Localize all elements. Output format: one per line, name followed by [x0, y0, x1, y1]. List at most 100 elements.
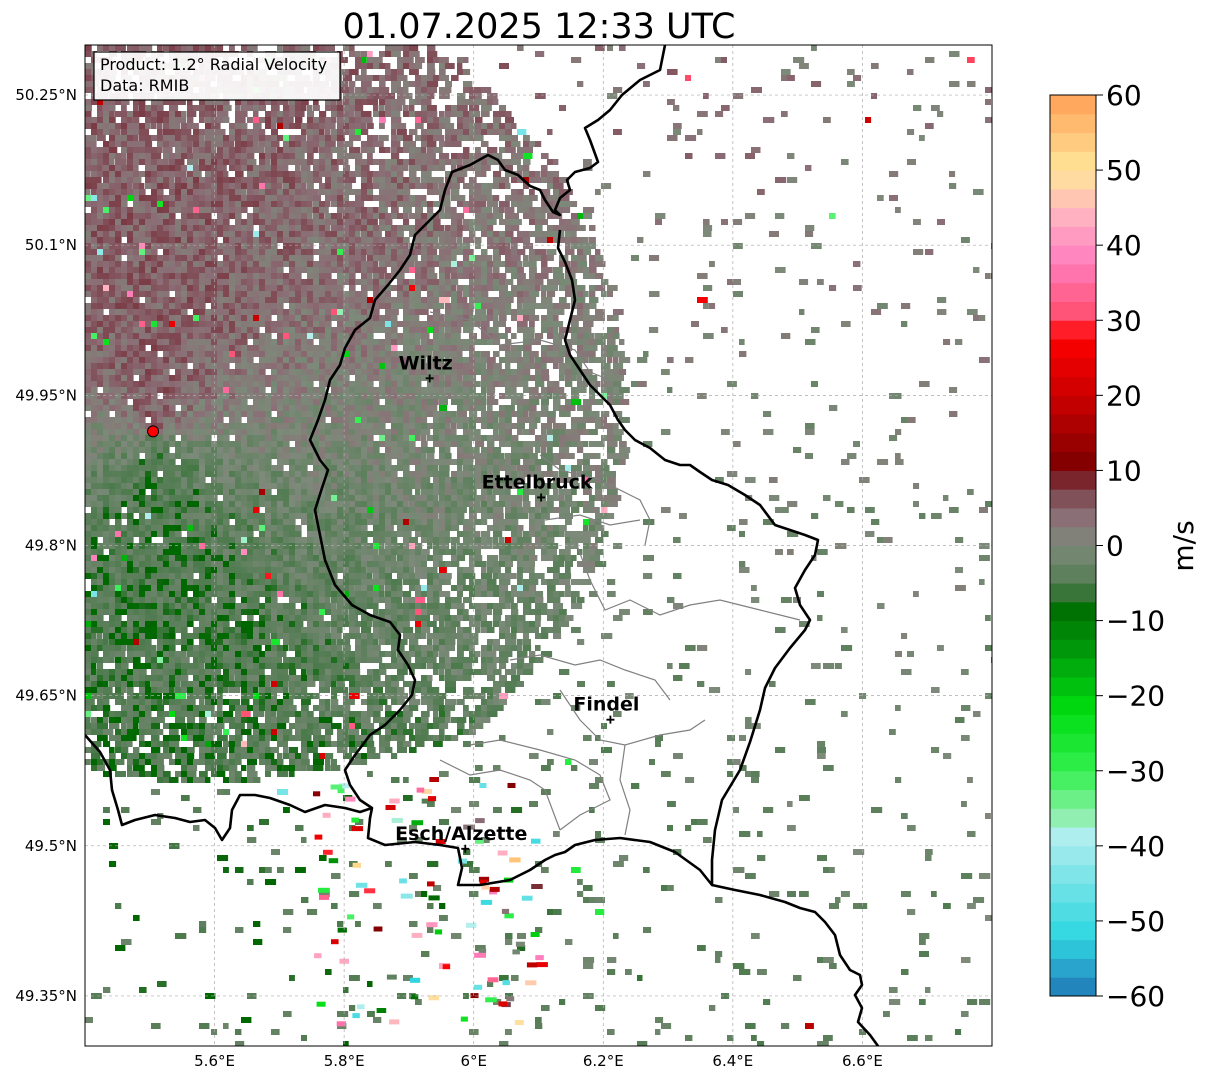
echo-bin — [337, 207, 344, 213]
echo-bin — [139, 231, 146, 237]
echo-bin — [427, 45, 436, 51]
echo-bin — [97, 303, 104, 309]
echo-bin — [613, 381, 622, 387]
echo-bin — [415, 249, 422, 255]
echo-bin — [235, 201, 242, 207]
echo-bin — [127, 171, 135, 177]
echo-bin — [463, 219, 474, 225]
echo-bin — [103, 429, 110, 435]
echo-bin — [283, 351, 290, 357]
echo-bin — [427, 225, 438, 231]
echo-bin — [271, 117, 280, 123]
echo-bin — [265, 357, 272, 363]
echo-bin — [229, 123, 237, 129]
echo-bin — [487, 273, 497, 279]
echo-bin — [409, 291, 419, 297]
echo-bin — [325, 321, 332, 327]
echo-bin — [109, 315, 116, 321]
echo-bin — [175, 219, 182, 225]
echo-bin — [97, 219, 104, 225]
echo-bin — [367, 405, 374, 411]
echo-bin — [229, 153, 235, 159]
echo-bin — [133, 129, 141, 135]
echo-bin — [547, 195, 556, 201]
echo-bin — [169, 159, 180, 165]
echo-bin — [145, 213, 152, 219]
echo-bin — [115, 351, 122, 357]
echo-bin — [553, 159, 559, 165]
echo-bin — [193, 189, 200, 195]
echo-bin — [295, 147, 305, 153]
echo-bin — [391, 309, 399, 315]
echo-bin — [271, 99, 280, 105]
echo-bin — [349, 249, 359, 255]
echo-bin — [547, 237, 558, 243]
echo-bin — [85, 153, 95, 159]
echo-bin — [367, 351, 374, 357]
echo-bin — [247, 279, 254, 285]
echo-bin — [457, 213, 465, 219]
echo-bin — [97, 411, 104, 417]
echo-bin — [145, 303, 152, 309]
echo-bin — [451, 129, 458, 135]
echo-bin — [571, 231, 577, 237]
echo-bin — [343, 309, 350, 315]
echo-bin — [205, 159, 214, 165]
echo-bin — [319, 111, 327, 117]
echo-bin — [361, 279, 368, 285]
echo-bin — [439, 429, 450, 435]
echo-bin — [241, 189, 247, 195]
echo-bin — [199, 189, 206, 195]
echo-bin — [97, 117, 105, 123]
echo-bin — [397, 135, 406, 141]
echo-bin — [133, 231, 140, 237]
echo-bin — [277, 267, 284, 273]
echo-bin — [127, 267, 134, 273]
echo-bin — [319, 435, 326, 441]
echo-bin — [463, 261, 474, 267]
echo-bin — [379, 225, 388, 231]
echo-bin — [385, 261, 394, 267]
echo-bin — [493, 249, 503, 255]
echo-bin — [475, 201, 487, 207]
echo-bin — [199, 399, 206, 405]
echo-bin — [937, 111, 944, 117]
echo-bin — [349, 453, 356, 459]
echo-bin — [613, 423, 619, 429]
echo-bin — [589, 315, 597, 321]
echo-bin — [493, 375, 501, 381]
echo-bin — [571, 201, 578, 207]
echo-bin — [277, 273, 284, 279]
echo-bin — [571, 339, 581, 345]
echo-bin — [115, 135, 122, 141]
echo-bin — [253, 447, 260, 453]
echo-bin — [505, 249, 512, 255]
echo-bin — [529, 303, 538, 309]
echo-bin — [145, 375, 152, 381]
echo-bin — [457, 135, 469, 141]
echo-bin — [133, 123, 143, 129]
echo-bin — [169, 345, 176, 351]
echo-bin — [337, 117, 348, 123]
echo-bin — [337, 345, 344, 351]
echo-bin — [307, 141, 316, 147]
echo-bin — [193, 147, 200, 153]
echo-bin — [133, 207, 140, 213]
echo-bin — [283, 117, 294, 123]
echo-bin — [265, 381, 272, 387]
echo-bin — [259, 195, 266, 201]
echo-bin — [457, 93, 466, 99]
echo-bin — [91, 339, 98, 345]
echo-bin — [385, 315, 392, 321]
echo-bin — [139, 441, 146, 447]
echo-bin — [349, 93, 358, 99]
echo-bin — [451, 333, 461, 339]
echo-bin — [151, 405, 158, 411]
echo-bin — [343, 363, 350, 369]
echo-bin — [175, 195, 182, 201]
echo-bin — [235, 381, 242, 387]
echo-bin — [109, 453, 116, 459]
echo-bin — [169, 105, 179, 111]
echo-bin — [553, 363, 559, 369]
echo-bin — [445, 363, 456, 369]
